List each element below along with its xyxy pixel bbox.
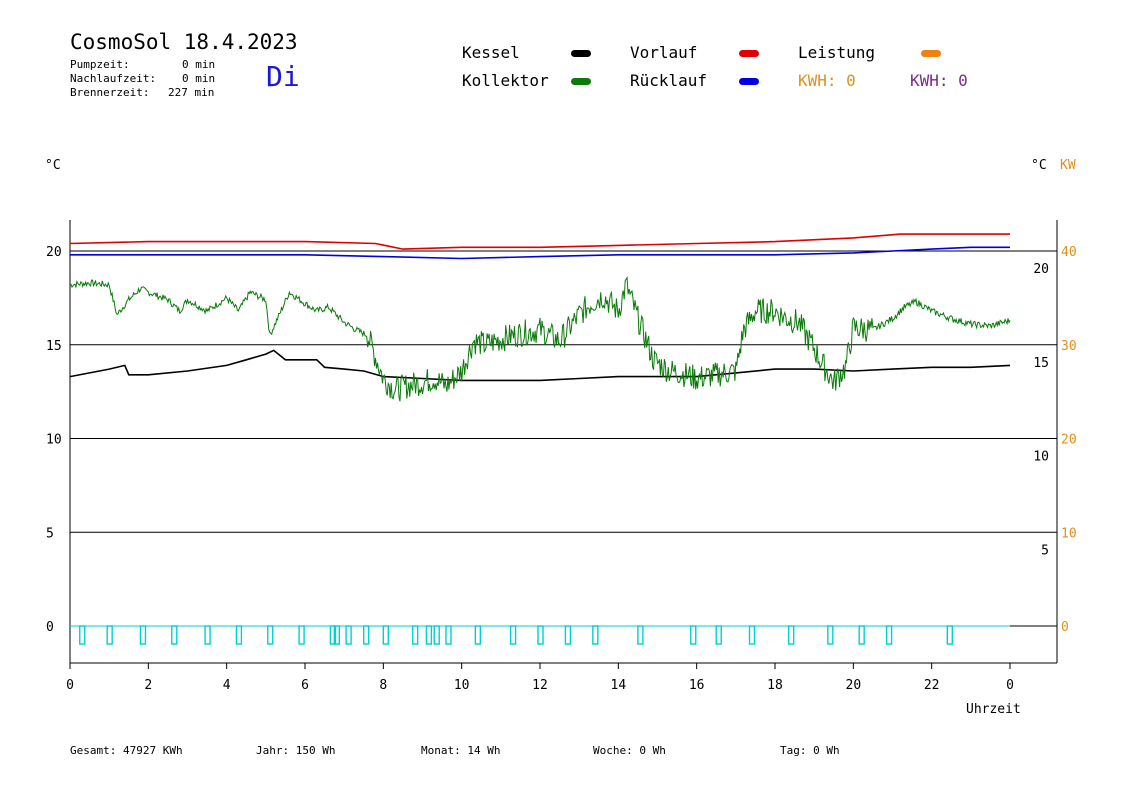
stat-nachlaufzeit-value: 0 min bbox=[182, 72, 216, 85]
y-tick-left-20: 20 bbox=[46, 245, 62, 260]
pump-pulse-10 bbox=[345, 625, 352, 645]
x-tick-label-2: 4 bbox=[223, 678, 231, 693]
y-tick-right-kw-10: 10 bbox=[1061, 526, 1077, 541]
pump-pulse-8 bbox=[329, 625, 337, 645]
pump-pulse-3 bbox=[171, 625, 178, 645]
pump-pulse-18 bbox=[509, 625, 517, 645]
legend-kwh-orange: KWH: 0 bbox=[798, 71, 856, 90]
x-tick-label-9: 18 bbox=[767, 678, 783, 693]
pump-pulse-5 bbox=[235, 625, 243, 645]
pump-pulse-13 bbox=[411, 625, 419, 645]
pump-pulse-28 bbox=[858, 625, 865, 645]
stat-brennerzeit-value: 227 min bbox=[168, 86, 215, 99]
pump-pulse-2 bbox=[139, 625, 147, 645]
y-tick-left-0: 0 bbox=[46, 620, 54, 635]
x-axis-label: Uhrzeit bbox=[966, 702, 1021, 717]
legend-kollektor-label: Kollektor bbox=[462, 71, 549, 90]
x-tick-label-7: 14 bbox=[611, 678, 627, 693]
pump-pulse-27 bbox=[827, 625, 834, 645]
pump-pulse-22 bbox=[637, 625, 644, 645]
legend-leistung-label: Leistung bbox=[798, 43, 876, 62]
pump-pulse-17 bbox=[474, 625, 482, 645]
y-tick-right-kw-0: 0 bbox=[1061, 620, 1069, 635]
pump-pulse-15 bbox=[433, 625, 440, 645]
weekday-label: Di bbox=[266, 60, 300, 93]
x-tick-label-8: 16 bbox=[689, 678, 705, 693]
y-tick-right-c-15: 15 bbox=[1033, 356, 1049, 371]
pump-pulse-21 bbox=[592, 625, 599, 645]
x-tick-label-5: 10 bbox=[454, 678, 470, 693]
pump-pulse-23 bbox=[690, 625, 697, 645]
pump-pulse-30 bbox=[946, 625, 953, 645]
x-tick-label-6: 12 bbox=[532, 678, 548, 693]
footer-tag: Tag: 0 Wh bbox=[780, 744, 840, 757]
legend-leistung-swatch bbox=[921, 50, 941, 57]
pump-pulse-16 bbox=[445, 625, 452, 645]
y-tick-right-c-5: 5 bbox=[1041, 543, 1049, 558]
y-tick-left-15: 15 bbox=[46, 339, 62, 354]
pump-pulse-14 bbox=[425, 625, 433, 645]
x-tick-label-12: 0 bbox=[1006, 678, 1014, 693]
footer-gesamt: Gesamt: 47927 KWh bbox=[70, 744, 183, 757]
pump-pulse-6 bbox=[267, 625, 274, 645]
x-tick-label-10: 20 bbox=[846, 678, 862, 693]
page-title: CosmoSol 18.4.2023 bbox=[70, 30, 298, 54]
x-tick-label-1: 2 bbox=[144, 678, 152, 693]
pump-pulse-12 bbox=[382, 625, 389, 645]
legend-kwh-purple: KWH: 0 bbox=[910, 71, 968, 90]
y-tick-left-10: 10 bbox=[46, 433, 62, 448]
left-axis-unit: °C bbox=[45, 158, 61, 173]
stat-brennerzeit-label: Brennerzeit: bbox=[70, 86, 150, 99]
footer-woche: Woche: 0 Wh bbox=[593, 744, 666, 757]
pump-pulse-0 bbox=[79, 625, 86, 645]
y-tick-right-c-20: 20 bbox=[1033, 262, 1049, 277]
x-tick-label-11: 22 bbox=[924, 678, 940, 693]
y-tick-right-kw-40: 40 bbox=[1061, 245, 1077, 260]
pump-pulse-29 bbox=[885, 625, 893, 645]
pump-pulse-20 bbox=[564, 625, 572, 645]
y-tick-left-5: 5 bbox=[46, 526, 54, 541]
legend-kessel-swatch bbox=[571, 50, 591, 57]
chart-ticks: 20 15 10 5 0 20 15 10 5 40 30 20 10 0 0 2 4 6 8 10 12 14 16 18 2… bbox=[46, 245, 1077, 693]
pump-pulse-26 bbox=[787, 625, 795, 645]
pump-pulse-4 bbox=[204, 625, 211, 645]
x-tick-label-0: 0 bbox=[66, 678, 74, 693]
series-ruecklauf bbox=[70, 246, 1010, 260]
pump-pulse-11 bbox=[363, 625, 370, 645]
x-tick-label-3: 6 bbox=[301, 678, 309, 693]
pump-pulse-19 bbox=[537, 625, 544, 645]
y-tick-right-kw-20: 20 bbox=[1061, 433, 1077, 448]
legend-ruecklauf-label: Rücklauf bbox=[630, 71, 708, 90]
legend-ruecklauf-swatch bbox=[739, 78, 759, 85]
footer-monat: Monat: 14 Wh bbox=[421, 744, 501, 757]
pump-pulse-25 bbox=[748, 625, 756, 645]
right-axis-unit-kw: KW bbox=[1060, 158, 1076, 173]
series-kessel bbox=[69, 349, 1011, 382]
pump-pulse-1 bbox=[106, 625, 113, 645]
footer-jahr: Jahr: 150 Wh bbox=[256, 744, 336, 757]
stat-nachlaufzeit-label: Nachlaufzeit: bbox=[70, 72, 157, 85]
legend-kessel-label: Kessel bbox=[462, 43, 520, 62]
stat-pumpzeit-value: 0 min bbox=[182, 58, 216, 71]
legend-vorlauf-swatch bbox=[739, 50, 759, 57]
legend-vorlauf-label: Vorlauf bbox=[630, 43, 698, 62]
pump-pulse-9 bbox=[333, 625, 341, 645]
pump-pulse-7 bbox=[298, 625, 305, 645]
legend-kollektor-swatch bbox=[571, 78, 591, 85]
pump-pulse-24 bbox=[715, 625, 722, 645]
y-tick-right-kw-30: 30 bbox=[1061, 339, 1077, 354]
series-kollektor bbox=[69, 276, 1011, 402]
x-tick-label-4: 8 bbox=[379, 678, 387, 693]
chart-grid bbox=[70, 250, 1057, 627]
chart-frame bbox=[69, 220, 1058, 664]
series-vorlauf bbox=[69, 233, 1010, 250]
chart-series bbox=[69, 233, 1011, 645]
stat-pumpzeit-label: Pumpzeit: bbox=[70, 58, 130, 71]
y-tick-right-c-10: 10 bbox=[1033, 450, 1049, 465]
right-axis-unit-c: °C bbox=[1031, 158, 1047, 173]
